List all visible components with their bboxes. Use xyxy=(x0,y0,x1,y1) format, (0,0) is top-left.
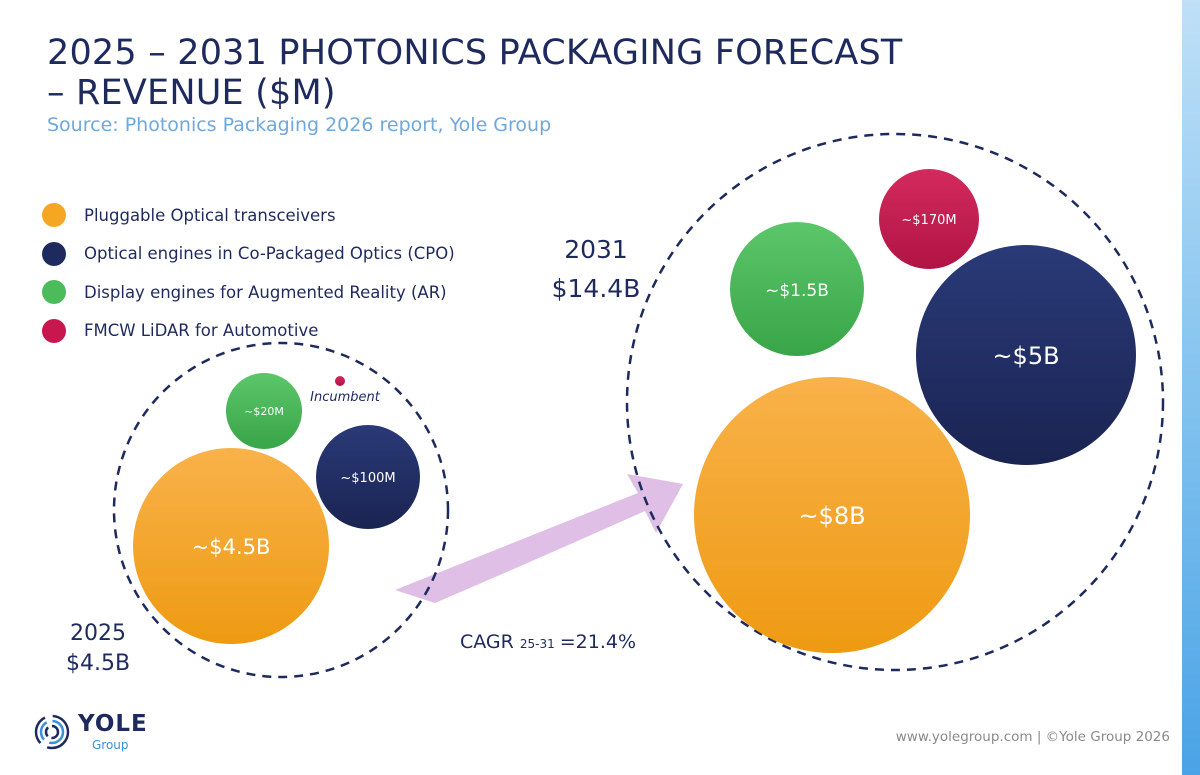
bubble-label-2031-lidar: ~$170M xyxy=(901,213,956,228)
bubble-label-2025-cpo: ~$100M xyxy=(340,471,395,486)
cagr-prefix: CAGR xyxy=(460,631,514,653)
group-2025-outline xyxy=(112,341,450,679)
source-subtitle: Source: Photonics Packaging 2026 report,… xyxy=(47,114,552,136)
bubble-label-2031-ar: ~$1.5B xyxy=(765,281,829,301)
bubble-2025-lidar xyxy=(335,376,345,386)
bubble-2031-ar xyxy=(730,222,864,356)
logo-sub: Group xyxy=(92,738,129,752)
bubble-2031-pluggable xyxy=(694,377,970,653)
legend: Pluggable Optical transceivers Optical e… xyxy=(42,196,455,350)
bubble-label-2025-lidar: Incumbent xyxy=(310,390,381,405)
legend-item-pluggable: Pluggable Optical transceivers xyxy=(42,196,455,235)
right-accent-bar xyxy=(1182,0,1200,775)
title-line-2: – REVENUE ($M) xyxy=(47,73,336,113)
legend-label: Display engines for Augmented Reality (A… xyxy=(84,282,447,302)
bubble-2031-cpo xyxy=(916,245,1136,465)
bubble-2025-ar xyxy=(226,373,302,449)
bubble-2025-cpo xyxy=(316,425,420,529)
year-label-2031: 2031 xyxy=(564,235,628,264)
bubble-label-2031-cpo: ~$5B xyxy=(992,342,1059,370)
footer-credit: www.yolegroup.com | ©Yole Group 2026 xyxy=(895,729,1170,745)
growth-arrow xyxy=(395,474,683,603)
total-label-2031: $14.4B xyxy=(552,274,641,303)
year-label-2025: 2025 xyxy=(70,621,126,646)
yole-logo-icon xyxy=(34,714,70,750)
cagr-value: =21.4% xyxy=(560,631,636,653)
legend-label: FMCW LiDAR for Automotive xyxy=(84,321,319,341)
page-title: 2025 – 2031 PHOTONICS PACKAGING FORECAST… xyxy=(47,33,947,113)
yole-logo: YOLE Group xyxy=(34,713,148,751)
bubble-2031-lidar xyxy=(879,169,979,269)
legend-item-lidar: FMCW LiDAR for Automotive xyxy=(42,312,455,351)
legend-swatch-ar xyxy=(42,280,66,305)
cagr-label: CAGR 25-31 =21.4% xyxy=(460,631,636,653)
legend-swatch-cpo xyxy=(42,241,66,266)
bubble-label-2025-pluggable: ~$4.5B xyxy=(192,535,271,559)
legend-swatch-pluggable xyxy=(42,203,66,228)
group-2031-outline xyxy=(625,132,1165,672)
bubble-label-2031-pluggable: ~$8B xyxy=(798,502,865,530)
legend-item-ar: Display engines for Augmented Reality (A… xyxy=(42,273,455,312)
total-label-2025: $4.5B xyxy=(66,651,130,676)
title-line-1: 2025 – 2031 PHOTONICS PACKAGING FORECAST xyxy=(47,33,903,73)
bubble-2025-pluggable xyxy=(133,448,329,644)
legend-swatch-lidar xyxy=(42,318,66,343)
legend-item-cpo: Optical engines in Co-Packaged Optics (C… xyxy=(42,235,455,274)
cagr-period: 25-31 xyxy=(520,637,555,651)
bubble-label-2025-ar: ~$20M xyxy=(244,405,284,418)
logo-name: YOLE xyxy=(78,711,148,737)
legend-label: Optical engines in Co-Packaged Optics (C… xyxy=(84,244,455,264)
legend-label: Pluggable Optical transceivers xyxy=(84,205,336,225)
